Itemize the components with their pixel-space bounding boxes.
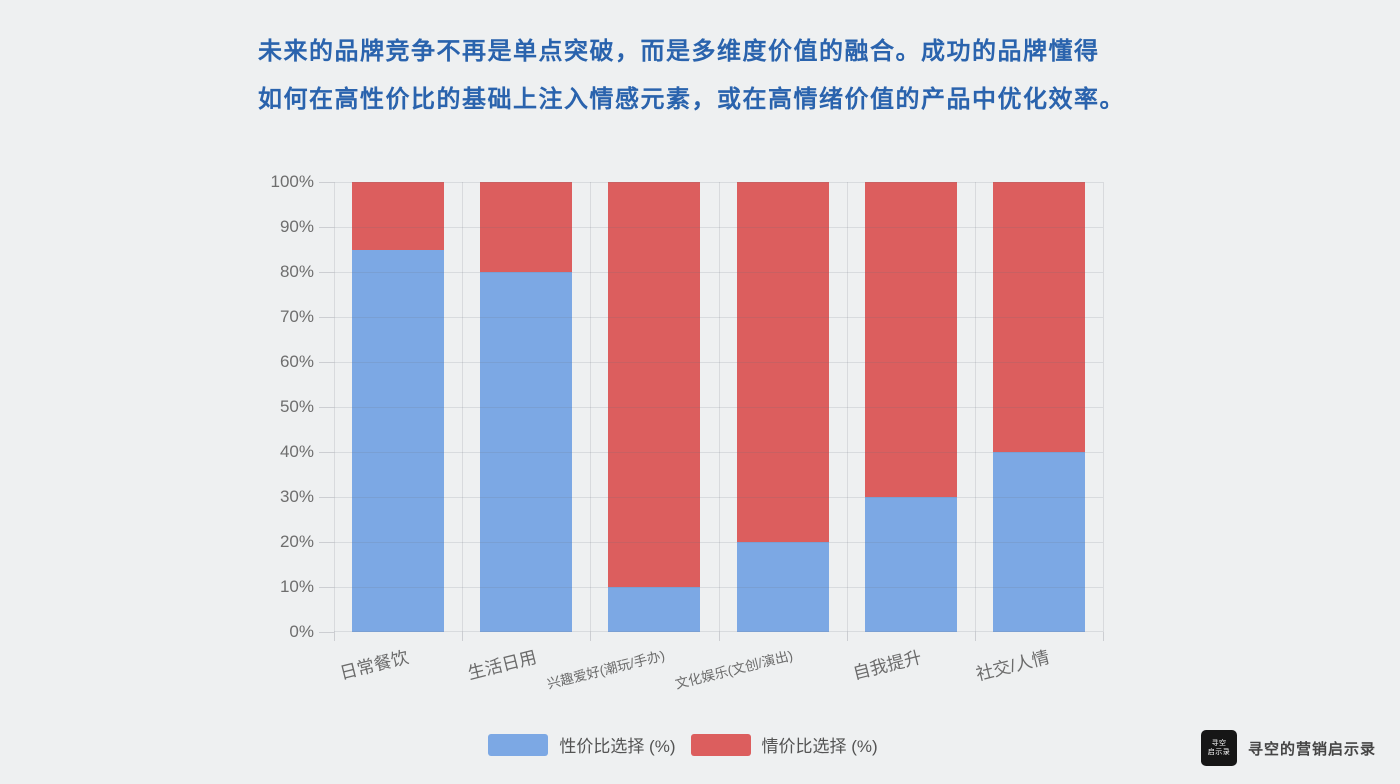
bar-segment-cost-performance (992, 452, 1085, 632)
grid-line-horizontal (334, 317, 1103, 318)
y-axis-tick (319, 407, 334, 408)
y-axis-label: 40% (279, 442, 314, 461)
grid-line-vertical (462, 182, 463, 632)
y-axis-label: 100% (270, 172, 314, 191)
legend-swatch-cost-performance (488, 733, 549, 756)
bar-segment-emotional-value (480, 182, 573, 272)
y-axis-label: 20% (279, 532, 314, 551)
legend-label: 性价比选择 (%) (559, 737, 676, 756)
bar-category (480, 182, 573, 632)
y-axis-label: 90% (279, 217, 314, 236)
x-axis-label: 日常餐饮 (337, 646, 411, 684)
y-axis-tick (319, 452, 334, 453)
y-axis-tick (319, 317, 334, 318)
brand-name: 寻空的营销启示录 (1248, 740, 1377, 758)
y-axis-label: 50% (279, 397, 314, 416)
grid-line-vertical (1103, 182, 1104, 632)
bar-category (608, 182, 701, 632)
grid-line-vertical (590, 182, 591, 632)
x-axis-tick (719, 632, 720, 641)
bar-segment-emotional-value (736, 182, 829, 542)
y-axis-label: 30% (279, 487, 314, 506)
x-axis-label: 自我提升 (850, 646, 924, 684)
bar-segment-cost-performance (608, 587, 701, 632)
chart-legend: 性价比选择 (%) 情价比选择 (%) (283, 732, 1083, 757)
x-axis-label: 社交/人情 (973, 646, 1052, 685)
y-axis-tick (319, 587, 334, 588)
x-axis-label: 兴趣爱好(潮玩/手办) (545, 647, 667, 692)
grid-line-horizontal (334, 497, 1103, 498)
bar-segment-emotional-value (992, 182, 1085, 452)
brand-logo: 寻空 启示录 (1201, 730, 1237, 766)
y-axis-tick (319, 182, 334, 183)
title-line-1: 未来的品牌竞争不再是单点突破，而是多维度价值的融合。成功的品牌懂得 (258, 38, 1100, 65)
y-axis-tick (319, 227, 334, 228)
grid-line-horizontal (334, 452, 1103, 453)
y-axis-tick (319, 362, 334, 363)
y-axis-label: 10% (279, 577, 314, 596)
x-axis-label: 生活日用 (466, 646, 539, 684)
legend-swatch-emotional-value (690, 733, 751, 756)
y-axis-label: 60% (279, 352, 314, 371)
y-axis-tick (319, 272, 334, 273)
page-title: 未来的品牌竞争不再是单点突破，而是多维度价值的融合。成功的品牌懂得 如何在高性价… (258, 28, 1178, 124)
grid-line-horizontal (334, 227, 1103, 228)
stacked-bar-chart-plot-area: 日常餐饮 生活日用 兴趣爱好(潮玩/手办) 文化娱乐(文创/演出) 自我提升 社交/人情 0… (271, 172, 1104, 692)
x-axis-tick (590, 632, 591, 641)
bar-segment-cost-performance (480, 272, 573, 632)
y-axis-label: 70% (279, 307, 314, 326)
y-axis-tick (319, 497, 334, 498)
grid-line-horizontal (334, 182, 1103, 183)
grid-line-vertical (334, 182, 335, 632)
y-axis-tick (319, 542, 334, 543)
x-axis-tick (462, 632, 463, 641)
brand-logo-text-top: 寻空 (1211, 740, 1227, 747)
x-axis-label: 文化娱乐(文创/演出) (673, 647, 795, 692)
bar-segment-emotional-value (864, 182, 957, 497)
bar-category (864, 182, 957, 632)
bar-segment-cost-performance (352, 249, 445, 632)
grid-line-horizontal (334, 272, 1103, 273)
grid-line-horizontal (334, 362, 1103, 363)
bar-segment-cost-performance (736, 542, 829, 632)
brand-logo-text-bottom: 启示录 (1207, 749, 1231, 756)
y-axis-label: 80% (279, 262, 314, 281)
legend-item: 情价比选择 (%) (690, 732, 878, 757)
grid-line-horizontal (334, 631, 1103, 632)
y-axis-label: 0% (289, 622, 314, 641)
bar-category (992, 182, 1085, 632)
y-axis-tick (319, 632, 334, 633)
x-axis-tick (847, 632, 848, 641)
title-line-2: 如何在高性价比的基础上注入情感元素，或在高情绪价值的产品中优化效率。 (258, 86, 1125, 113)
bar-segment-emotional-value (608, 182, 701, 587)
grid-line-vertical (975, 182, 976, 632)
legend-label: 情价比选择 (%) (761, 737, 878, 756)
x-axis-tick (1103, 632, 1104, 641)
bar-category (736, 182, 829, 632)
bar-segment-cost-performance (864, 497, 957, 632)
grid-line-vertical (847, 182, 848, 632)
legend-item: 性价比选择 (%) (488, 732, 676, 757)
bar-segment-emotional-value (352, 182, 445, 250)
grid-line-vertical (719, 182, 720, 632)
grid-line-horizontal (334, 407, 1103, 408)
x-axis-tick (975, 632, 976, 641)
grid-line-horizontal (334, 587, 1103, 588)
x-axis-tick (334, 632, 335, 641)
grid-line-horizontal (334, 542, 1103, 543)
brand-footer: 寻空 启示录 寻空的营销启示录 (1201, 730, 1376, 766)
bar-category (352, 182, 445, 632)
